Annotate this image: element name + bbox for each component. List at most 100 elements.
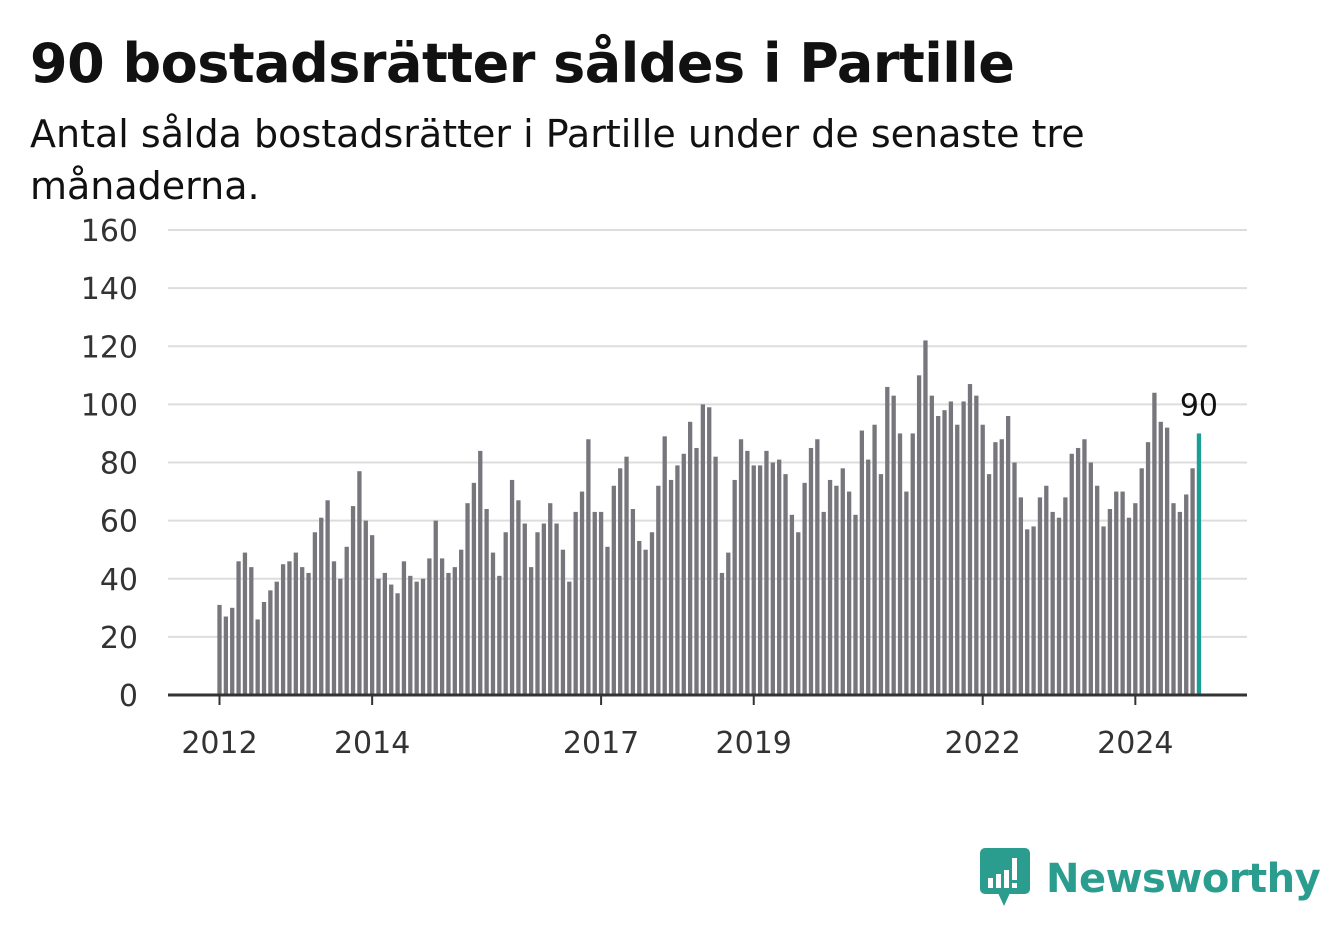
bar [764, 450, 769, 695]
y-tick-label: 80 [100, 447, 138, 482]
bar [261, 602, 267, 695]
x-axis [168, 693, 1247, 705]
bar [955, 424, 960, 695]
bar [414, 581, 419, 695]
bar [401, 561, 407, 695]
brand-name: Newsworthy [1046, 856, 1321, 902]
bar [770, 462, 775, 695]
bar [1005, 416, 1011, 695]
bar [446, 572, 451, 695]
bar [268, 590, 273, 695]
x-tick-label: 2017 [563, 726, 639, 761]
bar [643, 549, 648, 695]
bar [344, 546, 349, 695]
newsworthy-logo-icon [980, 848, 1030, 906]
bar [389, 584, 394, 695]
y-tick-label: 140 [81, 272, 138, 307]
bar [427, 558, 432, 695]
bar [738, 439, 744, 695]
bar [497, 575, 502, 695]
bar [369, 535, 375, 695]
bar [821, 511, 826, 695]
bar [338, 578, 343, 695]
bar [815, 439, 820, 695]
bar [1145, 442, 1151, 695]
bar [923, 340, 928, 695]
bar [280, 564, 286, 695]
newsworthy-brand: Newsworthy [980, 848, 1321, 910]
bar [350, 506, 356, 695]
bar [528, 567, 534, 695]
bar [1044, 485, 1049, 695]
bar [1050, 511, 1055, 695]
bar [312, 532, 318, 695]
bar [980, 424, 985, 695]
bar [242, 552, 248, 695]
bar [579, 491, 585, 695]
bar [885, 386, 890, 695]
bar [541, 523, 547, 695]
bar [306, 572, 311, 695]
bar [751, 465, 756, 695]
bar [681, 453, 686, 695]
bar [897, 433, 903, 695]
bar [217, 604, 222, 695]
bar [331, 561, 337, 695]
bar [878, 474, 884, 695]
y-tick-label: 60 [100, 505, 138, 540]
bar [611, 485, 616, 695]
bar [465, 503, 470, 695]
bar [471, 482, 477, 695]
bar [357, 471, 362, 695]
y-tick-labels: 0 20 40 60 80 100 120 140 160 [81, 214, 138, 714]
bar [1184, 494, 1189, 695]
bar [509, 479, 515, 695]
bar [961, 401, 966, 695]
bar [1063, 497, 1068, 695]
bar [478, 450, 483, 695]
bar [999, 439, 1004, 695]
bar [891, 395, 896, 695]
bar [916, 375, 922, 695]
bar [986, 474, 992, 695]
bar [656, 485, 661, 695]
bar [910, 433, 915, 695]
bar [1018, 497, 1024, 695]
bar [535, 532, 540, 695]
bar [554, 523, 559, 695]
bar [796, 532, 801, 695]
bar [573, 511, 578, 695]
bar [713, 456, 718, 695]
x-tick-label: 2022 [945, 726, 1021, 761]
bar [503, 532, 508, 695]
bar [1139, 468, 1144, 695]
bar [255, 619, 260, 695]
bar [929, 395, 934, 695]
bar [675, 465, 680, 695]
bar [802, 482, 807, 695]
bar [223, 616, 229, 695]
bar [1069, 453, 1074, 695]
bar [1126, 517, 1132, 695]
bar [1037, 497, 1043, 695]
y-tick-label: 120 [81, 330, 138, 365]
bar [363, 520, 368, 695]
bar [1114, 491, 1119, 695]
y-tick-label: 0 [119, 679, 138, 714]
bar [293, 552, 298, 695]
bar [859, 430, 865, 695]
bar [1171, 503, 1176, 695]
bar [719, 572, 725, 695]
bar [605, 546, 610, 695]
bar [649, 532, 655, 695]
bar [586, 439, 591, 695]
bar-highlight [1196, 433, 1202, 695]
bar [993, 442, 998, 695]
bar [1088, 462, 1093, 695]
bar [490, 552, 496, 695]
bar [637, 540, 642, 695]
bar [783, 474, 788, 695]
bar [777, 459, 782, 695]
bar [872, 424, 877, 695]
